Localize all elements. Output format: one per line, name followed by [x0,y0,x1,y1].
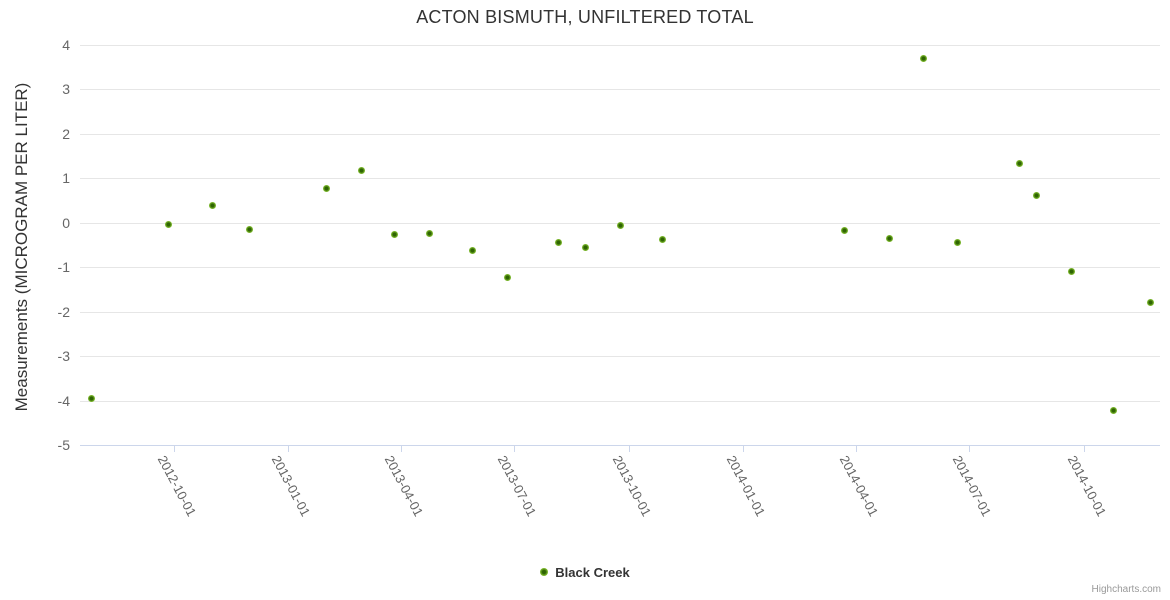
data-point[interactable] [246,225,254,233]
x-axis-line [80,445,1160,446]
data-point[interactable] [358,167,366,175]
y-gridline [80,178,1160,180]
x-tick-label: 2014-01-01 [724,453,769,519]
y-axis-title: Measurements (MICROGRAM PER LITER) [12,82,31,412]
y-gridline [80,400,1160,402]
x-tick-label: 2014-04-01 [836,453,881,519]
data-point[interactable] [1033,191,1041,199]
y-gridline [80,45,1160,46]
x-tick [855,446,857,452]
y-tick-label: -2 [57,303,70,320]
legend-label: Black Creek [555,564,630,580]
chart-title: ACTON BISMUTH, UNFILTERED TOTAL [416,7,754,27]
x-tick [743,446,745,452]
data-point[interactable] [208,201,216,209]
x-tick [513,446,515,452]
y-tick-label: -5 [57,437,70,453]
data-point[interactable] [1146,299,1154,307]
data-point[interactable] [323,184,331,192]
x-tick-label: 2013-04-01 [381,453,426,519]
y-gridline [80,133,1160,135]
y-gridline [80,311,1160,313]
legend-marker-green-dot-icon [540,568,549,576]
data-point[interactable] [504,273,512,281]
y-tick-label: -1 [57,259,70,276]
x-tick-label: 2012-10-01 [154,453,199,519]
data-point[interactable] [469,247,477,255]
data-point[interactable] [919,54,927,62]
x-tick [288,446,290,452]
x-tick [628,446,630,452]
data-point[interactable] [1067,268,1075,276]
y-tick-label: 0 [62,214,70,231]
data-point[interactable] [555,239,563,247]
x-tick [400,446,402,452]
y-tick-label: 1 [62,170,70,187]
legend-item-black-creek[interactable]: Black Creek [0,562,1170,582]
x-tick [969,446,971,452]
y-tick-label: 3 [62,81,70,98]
data-point[interactable] [165,220,173,228]
data-point[interactable] [425,230,433,238]
data-point[interactable] [87,394,95,402]
data-point[interactable] [616,222,624,230]
x-tick [173,446,175,452]
x-tick-label: 2013-10-01 [609,453,654,519]
data-point[interactable] [954,239,962,247]
y-tick-label: 4 [62,37,70,53]
y-tick-label: -4 [57,392,70,409]
x-tick-label: 2014-10-01 [1064,453,1110,519]
data-point[interactable] [390,231,398,239]
y-tick-label: 2 [62,125,70,142]
y-gridline [80,89,1160,91]
y-gridline [80,267,1160,269]
data-point[interactable] [658,235,666,243]
data-point[interactable] [1110,406,1118,414]
data-point[interactable] [1015,160,1023,168]
highcharts-credit-link[interactable]: Highcharts.com [1091,584,1161,595]
y-gridline [80,356,1160,358]
x-tick [1083,446,1085,452]
x-tick-label: 2013-01-01 [269,453,314,519]
x-tick-label: 2013-07-01 [494,453,540,519]
x-tick-label: 2014-07-01 [949,453,995,519]
data-point[interactable] [885,234,893,242]
data-point[interactable] [581,243,589,251]
data-point[interactable] [840,227,848,235]
y-tick-label: -3 [57,348,70,365]
